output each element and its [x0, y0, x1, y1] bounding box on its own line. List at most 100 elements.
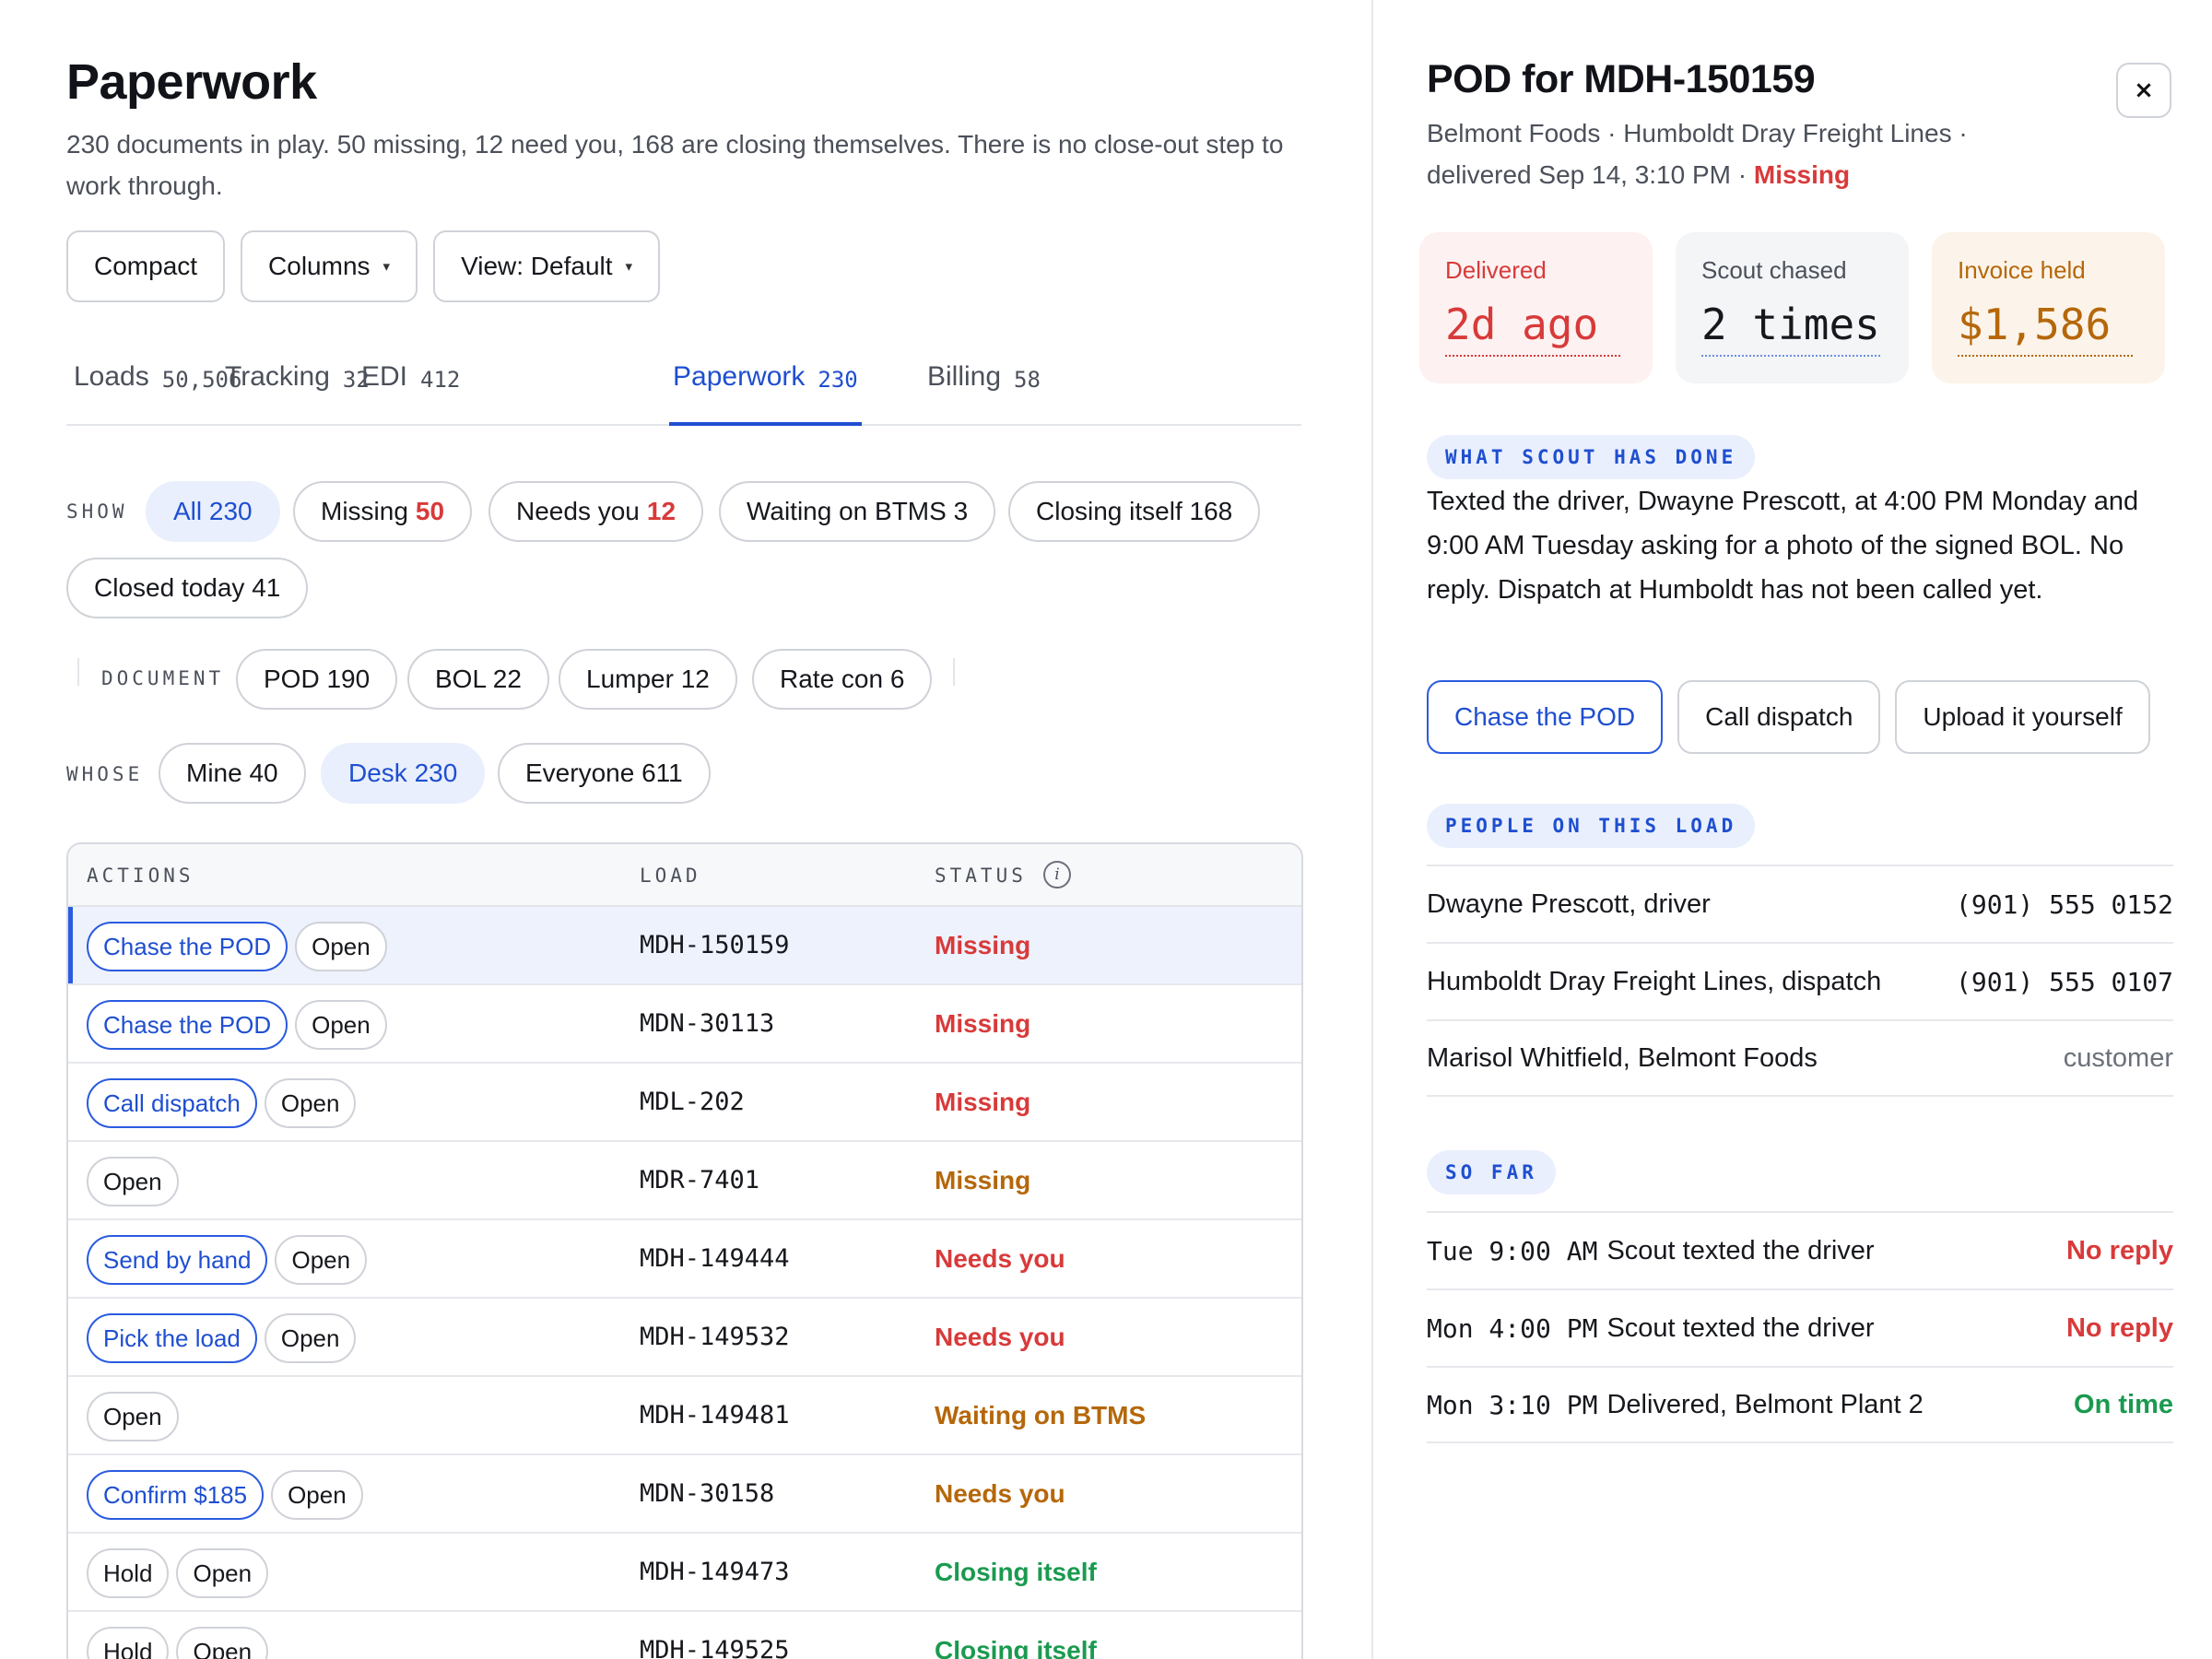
open-button[interactable]: Open — [295, 1000, 387, 1050]
info-icon[interactable]: i — [1043, 861, 1071, 888]
tab-edi[interactable]: EDI 412 — [358, 361, 464, 426]
filter-chip-closing-itself[interactable]: Closing itself 168 — [1008, 481, 1261, 542]
filter-chip-all[interactable]: All 230 — [146, 481, 280, 542]
chase-the-pod-button[interactable]: Chase the POD — [87, 1000, 288, 1050]
filter-chip-missing[interactable]: Missing 50 — [293, 481, 473, 542]
open-button[interactable]: Open — [87, 1157, 179, 1206]
stat-card-invoice-held: Invoice held $1,586 — [1932, 232, 2165, 383]
filter-chip-mine[interactable]: Mine 40 — [159, 743, 306, 804]
stat-value[interactable]: $1,586 — [1958, 300, 2133, 357]
open-button[interactable]: Open — [176, 1627, 269, 1659]
column-header-status[interactable]: STATUS — [935, 865, 1027, 887]
detail-drawer: POD for MDH-150159 × Belmont Foods · Hum… — [1371, 0, 2212, 1659]
tab-billing[interactable]: Billing 58 — [924, 361, 1044, 426]
hold-button[interactable]: Hold — [87, 1627, 170, 1659]
row-actions: Call dispatch Open — [87, 1078, 357, 1128]
columns-button[interactable]: Columns ▾ — [241, 230, 418, 302]
table-row[interactable]: Call dispatch Open MDL-202 Missing — [68, 1064, 1301, 1142]
open-button[interactable]: Open — [264, 1313, 357, 1363]
table-row[interactable]: Chase the POD Open MDH-150159 Missing — [68, 907, 1301, 985]
tab-count: 50,506 — [161, 367, 242, 393]
stat-value[interactable]: 2 times — [1701, 300, 1880, 357]
open-button[interactable]: Open — [176, 1548, 269, 1598]
filter-chip-lumper[interactable]: Lumper 12 — [559, 649, 737, 710]
section-so-far: SO FAR — [1427, 1150, 1556, 1194]
paperwork-table: ACTIONS LOAD STATUS i Chase the POD Open M… — [66, 842, 1303, 1659]
view-select-label: View: Default — [461, 252, 613, 280]
upload-it-yourself-button[interactable]: Upload it yourself — [1895, 680, 2150, 754]
document-filter-label: DOCUMENT — [101, 667, 225, 689]
table-row[interactable]: Chase the POD Open MDN-30113 Missing — [68, 985, 1301, 1064]
filter-chip-needs-you[interactable]: Needs you 12 — [488, 481, 704, 542]
chip-label: POD 190 — [264, 665, 371, 693]
tab-paperwork[interactable]: Paperwork 230 — [669, 361, 862, 426]
table-row[interactable]: Pick the load Open MDH-149532 Needs you — [68, 1299, 1301, 1377]
detail-status: Missing — [1753, 160, 1851, 189]
open-button[interactable]: Open — [264, 1078, 357, 1128]
caret-down-icon: ▾ — [382, 259, 391, 275]
detail-parties: Belmont Foods · Humboldt Dray Freight Li… — [1427, 119, 1968, 147]
person-phone[interactable]: (901) 555 0152 — [1955, 888, 2173, 920]
close-icon[interactable]: × — [2116, 63, 2171, 118]
chip-label: All 230 — [173, 497, 253, 525]
chase-the-pod-button[interactable]: Chase the POD — [1427, 680, 1664, 754]
status-badge: Missing — [935, 1166, 1031, 1194]
confirm-185-button[interactable]: Confirm $185 — [87, 1470, 265, 1520]
open-button[interactable]: Open — [295, 922, 387, 971]
send-by-hand-button[interactable]: Send by hand — [87, 1235, 268, 1285]
table-row[interactable]: Hold Open MDH-149473 Closing itself — [68, 1534, 1301, 1612]
chip-label: Closed today 41 — [94, 573, 281, 602]
view-select-button[interactable]: View: Default ▾ — [433, 230, 661, 302]
filter-chip-closed-today[interactable]: Closed today 41 — [66, 558, 309, 618]
stat-label: Delivered — [1445, 256, 1547, 284]
call-dispatch-button[interactable]: Call dispatch — [87, 1078, 257, 1128]
filter-chip-waiting-on-btms[interactable]: Waiting on BTMS 3 — [719, 481, 996, 542]
tab-tracking[interactable]: Tracking 32 — [221, 361, 373, 426]
caret-down-icon: ▾ — [625, 259, 633, 275]
table-row[interactable]: Open MDR-7401 Missing — [68, 1142, 1301, 1220]
person-name: Dwayne Prescott, driver — [1427, 888, 1711, 919]
filter-chip-pod[interactable]: POD 190 — [236, 649, 398, 710]
pick-the-load-button[interactable]: Pick the load — [87, 1313, 257, 1363]
list-item: Marisol Whitfield, Belmont Foods custome… — [1427, 1019, 2173, 1097]
load-id: MDN-30113 — [640, 1009, 775, 1038]
columns-button-label: Columns — [268, 252, 371, 280]
compact-button[interactable]: Compact — [66, 230, 226, 302]
filter-chip-desk[interactable]: Desk 230 — [321, 743, 486, 804]
tab-label: Paperwork — [673, 361, 806, 392]
chip-label: Rate con 6 — [780, 665, 905, 693]
event-text: Scout texted the driver — [1606, 1235, 1875, 1265]
chip-label: Mine 40 — [186, 759, 278, 787]
tab-count: 230 — [818, 367, 858, 393]
section-people-on-this-load: PEOPLE ON THIS LOAD — [1427, 804, 1756, 848]
person-phone[interactable]: (901) 555 0107 — [1955, 966, 2173, 997]
list-item: Humboldt Dray Freight Lines, dispatch (9… — [1427, 942, 2173, 1019]
table-row[interactable]: Confirm $185 Open MDN-30158 Needs you — [68, 1455, 1301, 1534]
call-dispatch-button[interactable]: Call dispatch — [1677, 680, 1881, 754]
open-button[interactable]: Open — [87, 1392, 179, 1441]
detail-delivered-text: delivered Sep 14, 3:10 PM · — [1427, 160, 1754, 189]
stat-value[interactable]: 2d ago — [1445, 300, 1620, 357]
table-row[interactable]: Hold Open MDH-149525 Closing itself — [68, 1612, 1301, 1659]
open-button[interactable]: Open — [275, 1235, 368, 1285]
tab-count: 32 — [342, 367, 370, 393]
divider — [77, 658, 79, 686]
load-id: MDH-149532 — [640, 1323, 790, 1351]
filter-chip-everyone[interactable]: Everyone 611 — [498, 743, 711, 804]
chase-the-pod-button[interactable]: Chase the POD — [87, 922, 288, 971]
open-button[interactable]: Open — [271, 1470, 363, 1520]
table-row[interactable]: Send by hand Open MDH-149444 Needs you — [68, 1220, 1301, 1299]
table-row[interactable]: Open MDH-149481 Waiting on BTMS — [68, 1377, 1301, 1455]
filter-chip-bol[interactable]: BOL 22 — [407, 649, 549, 710]
divider — [953, 658, 955, 686]
tab-loads[interactable]: Loads 50,506 — [70, 361, 245, 426]
hold-button[interactable]: Hold — [87, 1548, 170, 1598]
filter-chip-rate-con[interactable]: Rate con 6 — [752, 649, 933, 710]
row-actions: Send by hand Open — [87, 1235, 368, 1285]
column-header-load: LOAD — [640, 865, 701, 887]
toolbar: Compact Columns ▾ View: Default ▾ — [66, 230, 661, 302]
load-id: MDH-149444 — [640, 1244, 790, 1273]
row-actions: Hold Open — [87, 1548, 269, 1598]
person-role: customer — [2063, 1042, 2173, 1073]
load-id: MDR-7401 — [640, 1166, 760, 1194]
